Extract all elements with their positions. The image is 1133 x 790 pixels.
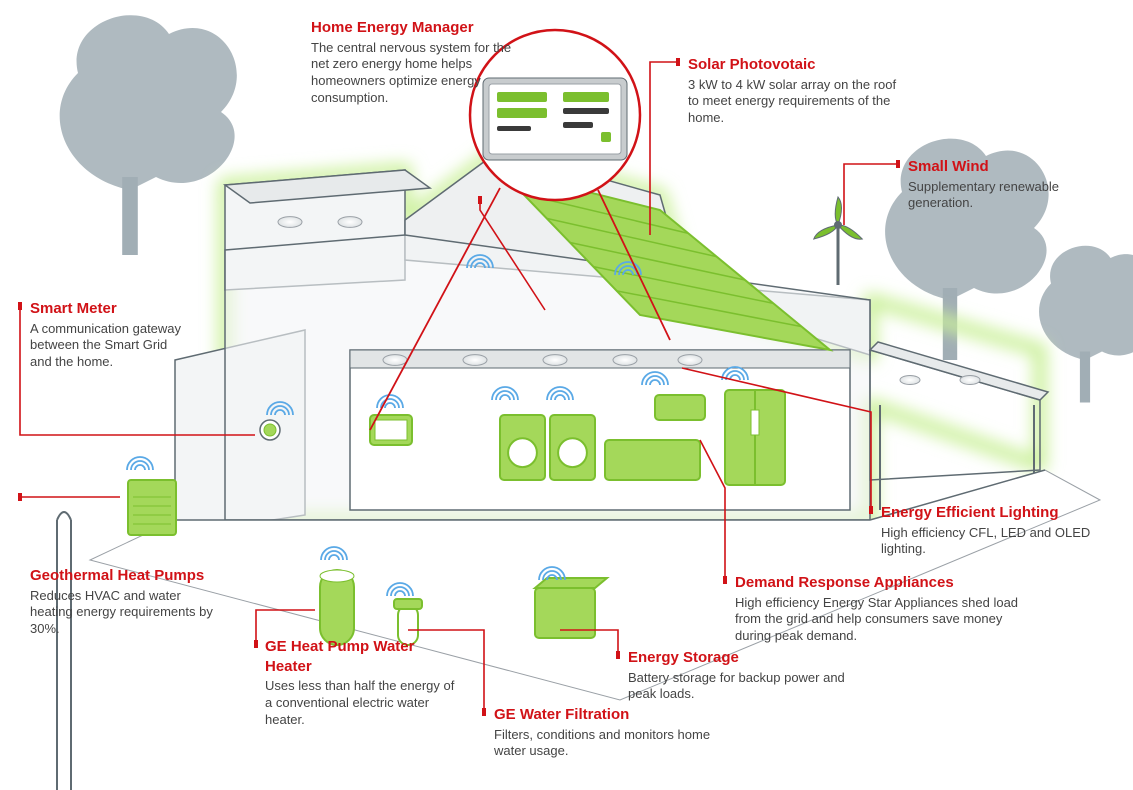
callout-wind: Small WindSupplementary renewable genera… (908, 157, 1108, 212)
infographic-stage: Home Energy ManagerThe central nervous s… (0, 0, 1133, 790)
callout-title: GE Heat Pump Water Heater (265, 637, 465, 676)
callout-smartmeter: Smart MeterA communication gateway betwe… (30, 299, 190, 371)
callout-demand: Demand Response AppliancesHigh efficienc… (735, 573, 1035, 645)
callout-title: Demand Response Appliances (735, 573, 1035, 593)
callout-title: Geothermal Heat Pumps (30, 566, 220, 586)
callout-body: Supplementary renewable generation. (908, 179, 1108, 213)
callout-body: Uses less than half the energy of a conv… (265, 678, 465, 729)
callout-body: A communication gateway between the Smar… (30, 321, 190, 372)
callout-body: Filters, conditions and monitors home wa… (494, 727, 714, 761)
callout-body: High efficiency CFL, LED and OLED lighti… (881, 525, 1111, 559)
callout-filt: GE Water FiltrationFilters, conditions a… (494, 705, 714, 760)
callout-body: Battery storage for backup power and pea… (628, 670, 848, 704)
callout-title: Solar Photovotaic (688, 55, 908, 75)
diagram-svg (0, 0, 1133, 790)
callout-body: High efficiency Energy Star Appliances s… (735, 595, 1035, 646)
callout-title: Smart Meter (30, 299, 190, 319)
callout-spv: Solar Photovotaic3 kW to 4 kW solar arra… (688, 55, 908, 127)
callout-title: Small Wind (908, 157, 1108, 177)
callout-body: The central nervous system for the net z… (311, 40, 521, 108)
callout-storage: Energy StorageBattery storage for backup… (628, 648, 848, 703)
callout-light: Energy Efficient LightingHigh efficiency… (881, 503, 1111, 558)
callout-body: Reduces HVAC and water heating energy re… (30, 588, 220, 639)
callout-title: Energy Efficient Lighting (881, 503, 1111, 523)
callout-hem: Home Energy ManagerThe central nervous s… (311, 18, 521, 107)
callout-title: Energy Storage (628, 648, 848, 668)
callout-title: Home Energy Manager (311, 18, 521, 38)
callout-title: GE Water Filtration (494, 705, 714, 725)
callout-geo: Geothermal Heat PumpsReduces HVAC and wa… (30, 566, 220, 638)
callout-hpwh: GE Heat Pump Water HeaterUses less than … (265, 637, 465, 729)
callout-body: 3 kW to 4 kW solar array on the roof to … (688, 77, 908, 128)
